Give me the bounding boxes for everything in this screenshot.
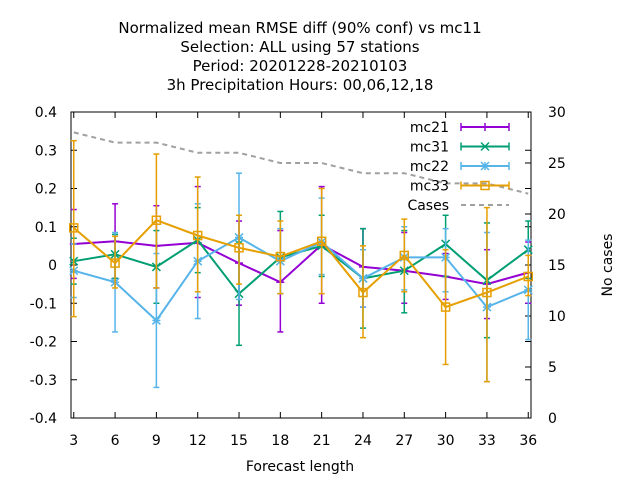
- series-mc33: [69, 139, 533, 383]
- y2-tick-label: 5: [548, 360, 557, 376]
- data-point: [482, 287, 492, 298]
- x-tick-label: 33: [478, 433, 496, 449]
- y-tick-label: -0.2: [30, 335, 57, 351]
- x-tick-label: 18: [271, 433, 289, 449]
- series-line-mc21: [73, 240, 529, 286]
- data-point: [151, 315, 161, 325]
- data-point: [151, 215, 162, 225]
- x-tick-label: 21: [313, 433, 331, 449]
- series-line-mc22: [73, 236, 529, 323]
- y-tick-label: 0.1: [35, 220, 57, 236]
- legend-label: mc22: [410, 159, 449, 175]
- y2-tick-label: 25: [548, 156, 566, 172]
- y-tick-label: 0: [48, 258, 57, 274]
- y-tick-label: -0.3: [30, 373, 57, 389]
- legend-label: mc33: [410, 179, 449, 195]
- axes: 0.40.30.20.10-0.1-0.2-0.3-0.430252015105…: [30, 105, 566, 449]
- series-line-mc33: [73, 219, 529, 309]
- data-point: [110, 258, 120, 268]
- data-point: [192, 230, 203, 241]
- y-tick-label: 0.4: [35, 105, 57, 121]
- data-point: [399, 250, 410, 261]
- y2-tick-label: 15: [548, 258, 566, 274]
- y-tick-label: 0.3: [35, 143, 57, 159]
- y2-axis-title: No cases: [600, 234, 616, 297]
- x-tick-label: 27: [395, 433, 413, 449]
- x-tick-label: 6: [111, 433, 120, 449]
- data-point: [440, 302, 451, 312]
- chart-title-line-3: Period: 20201228-20210103: [193, 57, 408, 75]
- series-line-cases: [73, 131, 529, 195]
- x-tick-label: 3: [69, 433, 78, 449]
- y-tick-label: -0.1: [30, 296, 57, 312]
- y2-tick-label: 20: [548, 207, 566, 223]
- data-point: [234, 243, 244, 253]
- legend: mc21 mc31 mc22 mc33 Cases: [407, 120, 510, 214]
- legend-label: mc21: [410, 120, 449, 136]
- series-cases: [73, 131, 529, 195]
- legend-marker: [480, 161, 490, 171]
- y2-tick-label: 30: [548, 105, 566, 121]
- legend-label: mc31: [410, 140, 449, 156]
- chart-title-line-4: 3h Precipitation Hours: 00,06,12,18: [167, 76, 434, 94]
- data-point: [523, 271, 533, 282]
- data-point: [69, 223, 79, 233]
- data-point: [275, 251, 286, 262]
- y2-tick-label: 10: [548, 309, 566, 325]
- legend-label: Cases: [407, 198, 449, 214]
- x-tick-label: 9: [152, 433, 161, 449]
- chart-title-line-2: Selection: ALL using 57 stations: [180, 38, 419, 56]
- y2-tick-label: 0: [548, 411, 557, 427]
- data-point: [316, 236, 327, 247]
- y-tick-label: 0.2: [35, 182, 57, 198]
- x-tick-label: 12: [189, 433, 207, 449]
- chart-title-line-1: Normalized mean RMSE diff (90% conf) vs …: [118, 19, 481, 37]
- series-layer: [69, 131, 533, 389]
- legend-marker: [480, 180, 490, 191]
- x-axis-title: Forecast length: [246, 459, 354, 475]
- data-point: [358, 287, 368, 298]
- x-tick-label: 36: [519, 433, 537, 449]
- chart-title: Normalized mean RMSE diff (90% conf) vs …: [118, 19, 481, 94]
- series-mc31: [69, 206, 533, 347]
- x-tick-label: 30: [437, 433, 455, 449]
- y-tick-label: -0.4: [30, 411, 57, 427]
- x-tick-label: 15: [230, 433, 248, 449]
- legend-marker: [480, 141, 490, 152]
- plot-frame: [70, 111, 532, 419]
- x-tick-label: 24: [354, 433, 372, 449]
